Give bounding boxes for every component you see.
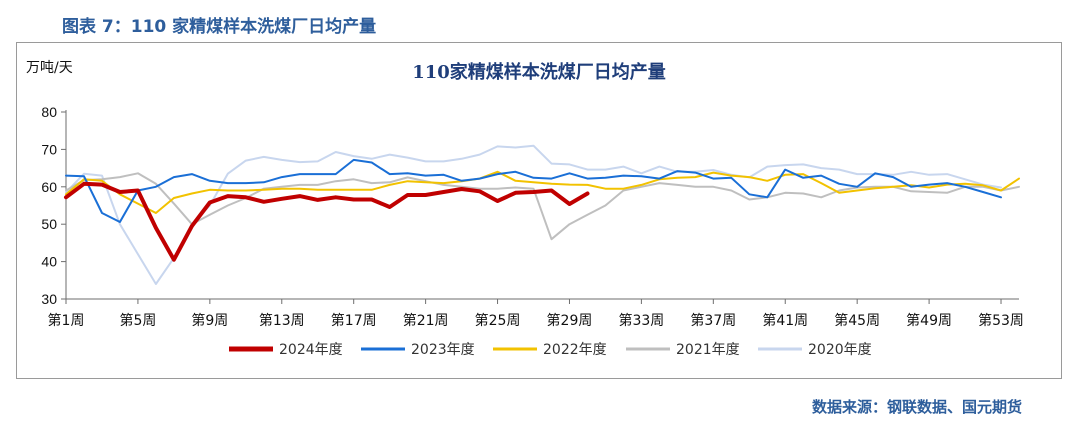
legend-label-2020: 2020年度 xyxy=(808,342,872,358)
series-line-2021 xyxy=(65,172,1020,241)
x-tick-label: 第21周 xyxy=(403,312,449,329)
chart-frame xyxy=(16,42,1062,379)
legend-label-2021: 2021年度 xyxy=(676,342,740,358)
series-layer xyxy=(64,144,1020,285)
x-tick-label: 第17周 xyxy=(331,312,377,329)
series-line-2023 xyxy=(65,158,1002,223)
legend-label-2024: 2024年度 xyxy=(279,342,343,358)
x-tick-label: 第41周 xyxy=(762,312,808,329)
x-tick-label: 第29周 xyxy=(547,312,593,329)
chart-title: 110家精煤样本洗煤厂日均产量 xyxy=(412,61,666,83)
line-chart: 110家精煤样本洗煤厂日均产量 万吨/天 30 40 50 60 70 80 第1周 第5周… xyxy=(26,60,1024,358)
x-axis: 第1周 第5周 第9周 第13周 第17周 第21周 第25周 第29周 第33周 第37周 第41… xyxy=(48,298,1024,329)
x-tick-label: 第49周 xyxy=(906,312,952,329)
y-tick-label: 50 xyxy=(41,216,57,232)
x-tick-label: 第37周 xyxy=(690,312,736,329)
x-tick-label: 第13周 xyxy=(259,312,305,329)
x-tick-label: 第33周 xyxy=(618,312,664,329)
y-tick-label: 80 xyxy=(41,104,57,120)
y-tick-label: 70 xyxy=(41,141,57,157)
x-tick-label: 第25周 xyxy=(475,312,521,329)
y-axis: 30 40 50 60 70 80 xyxy=(41,104,67,307)
y-tick-label: 30 xyxy=(41,291,57,307)
source-note: 数据来源：钢联数据、国元期货 xyxy=(811,398,1022,416)
legend-label-2022: 2022年度 xyxy=(543,342,607,358)
x-tick-label: 第5周 xyxy=(119,312,156,329)
figure-label: 图表 7：110 家精煤样本洗煤厂日均产量 xyxy=(62,17,377,37)
x-tick-label: 第53周 xyxy=(978,312,1024,329)
y-axis-unit-label: 万吨/天 xyxy=(26,60,73,76)
y-tick-label: 60 xyxy=(41,179,57,195)
x-tick-label: 第45周 xyxy=(834,312,880,329)
legend-label-2023: 2023年度 xyxy=(411,342,475,358)
series-line-2024 xyxy=(64,181,590,262)
legend: 2024年度 2023年度 2022年度 2021年度 2020年度 xyxy=(229,342,872,358)
x-tick-label: 第9周 xyxy=(191,312,228,329)
y-tick-label: 40 xyxy=(41,254,57,270)
series-line-2020 xyxy=(65,144,1002,285)
series-line-2022 xyxy=(65,170,1020,214)
x-tick-label: 第1周 xyxy=(48,312,85,329)
